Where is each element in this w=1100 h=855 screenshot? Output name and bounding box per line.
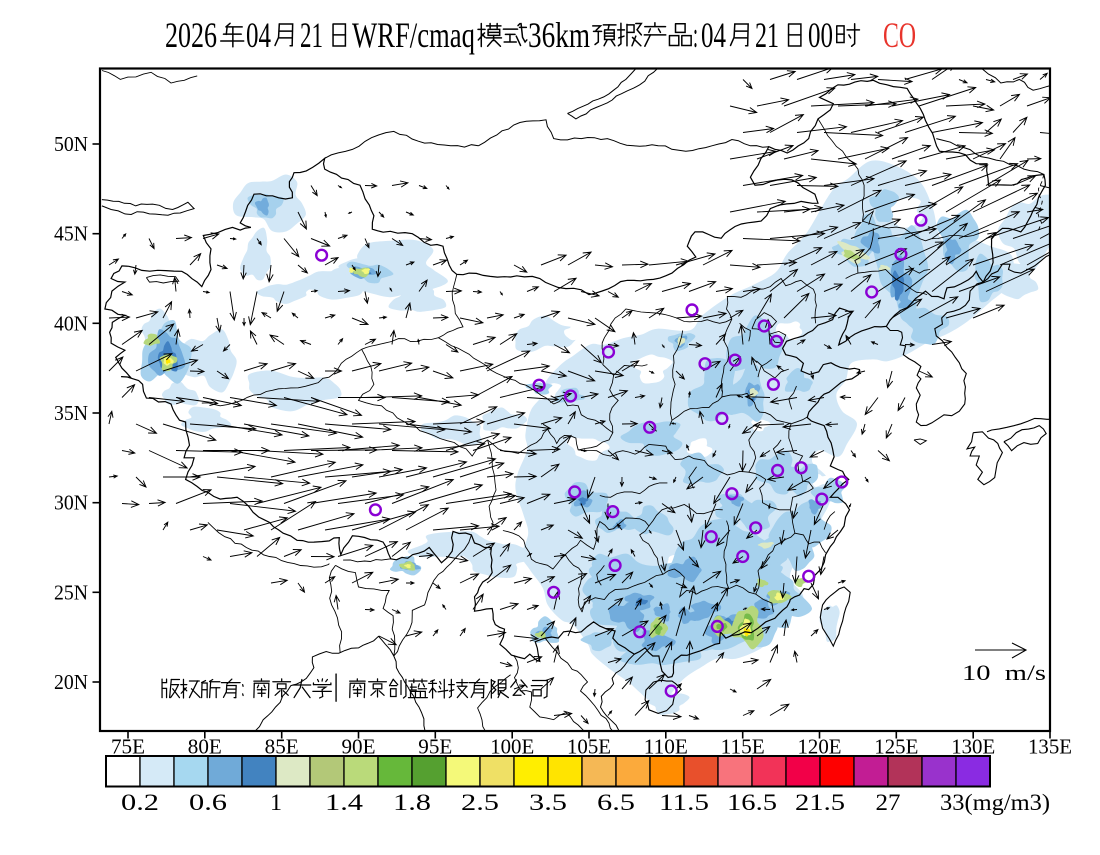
- svg-text:11.5: 11.5: [659, 790, 709, 815]
- svg-text:1.8: 1.8: [393, 790, 431, 815]
- svg-text:10 m/s: 10 m/s: [962, 660, 1046, 685]
- svg-text:04: 04: [246, 15, 271, 55]
- svg-text:04: 04: [701, 15, 726, 55]
- svg-text:0.6: 0.6: [189, 790, 227, 815]
- svg-text:35N: 35N: [54, 401, 88, 425]
- svg-text:135E: 135E: [1028, 735, 1072, 759]
- svg-text:6.5: 6.5: [597, 790, 635, 815]
- svg-text:45N: 45N: [54, 222, 88, 246]
- svg-text:16.5: 16.5: [727, 790, 777, 815]
- svg-text:00: 00: [808, 15, 833, 55]
- svg-text:21: 21: [755, 15, 779, 55]
- svg-text:2026: 2026: [165, 15, 217, 55]
- svg-text:1: 1: [270, 790, 282, 815]
- svg-text:130E: 130E: [951, 735, 995, 759]
- svg-text:27: 27: [876, 790, 901, 815]
- svg-text:33(mg/m3): 33(mg/m3): [940, 790, 1050, 815]
- svg-text:30N: 30N: [54, 491, 88, 515]
- svg-text:CO: CO: [883, 15, 916, 55]
- svg-text:110E: 110E: [644, 735, 688, 759]
- svg-text:WRF/cmaq: WRF/cmaq: [352, 15, 475, 55]
- svg-text:85E: 85E: [265, 735, 299, 759]
- svg-text:2.5: 2.5: [461, 790, 499, 815]
- svg-text:50N: 50N: [54, 132, 88, 156]
- svg-text:75E: 75E: [111, 735, 145, 759]
- svg-text:20N: 20N: [54, 670, 88, 694]
- svg-text:21: 21: [300, 15, 323, 55]
- svg-text:105E: 105E: [567, 735, 611, 759]
- svg-text:25N: 25N: [54, 580, 88, 604]
- svg-text:90E: 90E: [342, 735, 376, 759]
- svg-text:0.2: 0.2: [121, 790, 159, 815]
- svg-text:115E: 115E: [721, 735, 765, 759]
- svg-text:100E: 100E: [490, 735, 534, 759]
- svg-text::: :: [693, 15, 698, 55]
- svg-text:120E: 120E: [798, 735, 842, 759]
- svg-text:40N: 40N: [54, 311, 88, 335]
- svg-text:36km: 36km: [528, 15, 590, 55]
- svg-text:125E: 125E: [874, 735, 918, 759]
- svg-text:21.5: 21.5: [795, 790, 845, 815]
- svg-text:3.5: 3.5: [529, 790, 567, 815]
- svg-text:80E: 80E: [188, 735, 222, 759]
- svg-text:1.4: 1.4: [325, 790, 364, 815]
- svg-text:95E: 95E: [418, 735, 452, 759]
